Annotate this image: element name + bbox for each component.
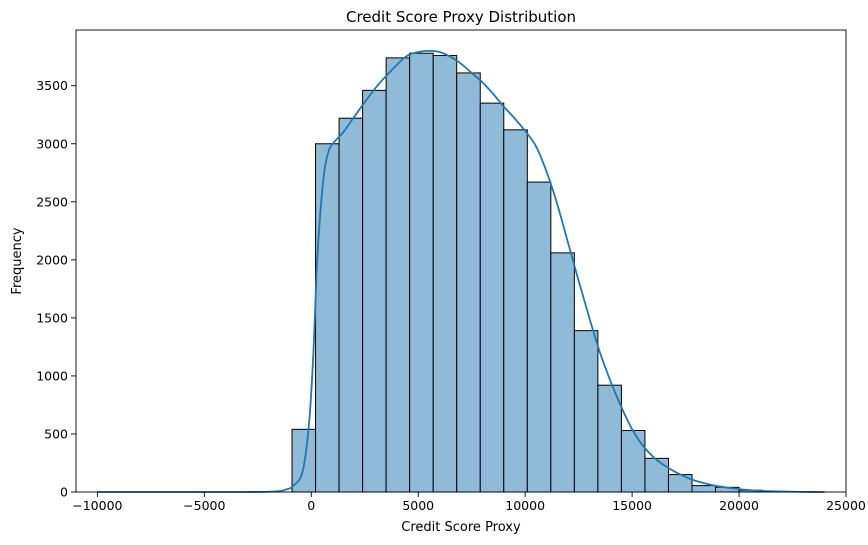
histogram-bar: [526, 181, 552, 493]
histogram-bar: [338, 117, 364, 493]
x-axis-label: Credit Score Proxy: [401, 520, 521, 535]
y-tick-label: 3500: [36, 78, 68, 93]
x-tick-label: −5000: [183, 498, 225, 513]
chart-title: Credit Score Proxy Distribution: [346, 8, 576, 26]
histogram-bar: [409, 52, 434, 493]
bars-group: [291, 52, 787, 493]
histogram-bar: [362, 89, 387, 493]
kde-curve: [97, 49, 825, 493]
y-axis-label: Frequency: [10, 227, 25, 294]
y-tick-label: 1500: [36, 310, 68, 325]
y-tick-label: 1000: [36, 368, 68, 383]
x-tick-label: 25000: [826, 498, 866, 513]
y-tick-label: 3000: [36, 136, 68, 151]
x-axis-ticks: −10000 −5000 0 5000 10000 15000 20000 25000: [72, 492, 866, 513]
plot-frame: [75, 29, 847, 493]
histogram-bar: [620, 429, 646, 493]
x-tick-label: 20000: [719, 498, 759, 513]
y-tick-label: 2000: [36, 252, 68, 267]
histogram-bar: [503, 129, 528, 493]
histogram-bar: [315, 143, 340, 493]
histogram-bar: [550, 252, 575, 493]
histogram-bar: [479, 102, 505, 493]
x-tick-label: 15000: [612, 498, 652, 513]
y-tick-label: 2500: [36, 194, 68, 209]
x-tick-label: 0: [307, 498, 315, 513]
y-tick-label: 0: [60, 485, 68, 500]
y-tick-label: 500: [44, 426, 68, 441]
histogram-bar: [644, 457, 669, 493]
histogram-bar: [691, 485, 717, 493]
histogram-bar: [385, 57, 411, 493]
histogram-bar: [432, 55, 458, 493]
y-axis-ticks: 0 500 1000 1500 2000 2500 3000 3500: [36, 78, 76, 500]
x-tick-label: −10000: [72, 498, 122, 513]
histogram-bar: [573, 330, 599, 493]
x-tick-label: 5000: [402, 498, 434, 513]
x-tick-label: 10000: [505, 498, 545, 513]
histogram-bar: [456, 72, 481, 493]
